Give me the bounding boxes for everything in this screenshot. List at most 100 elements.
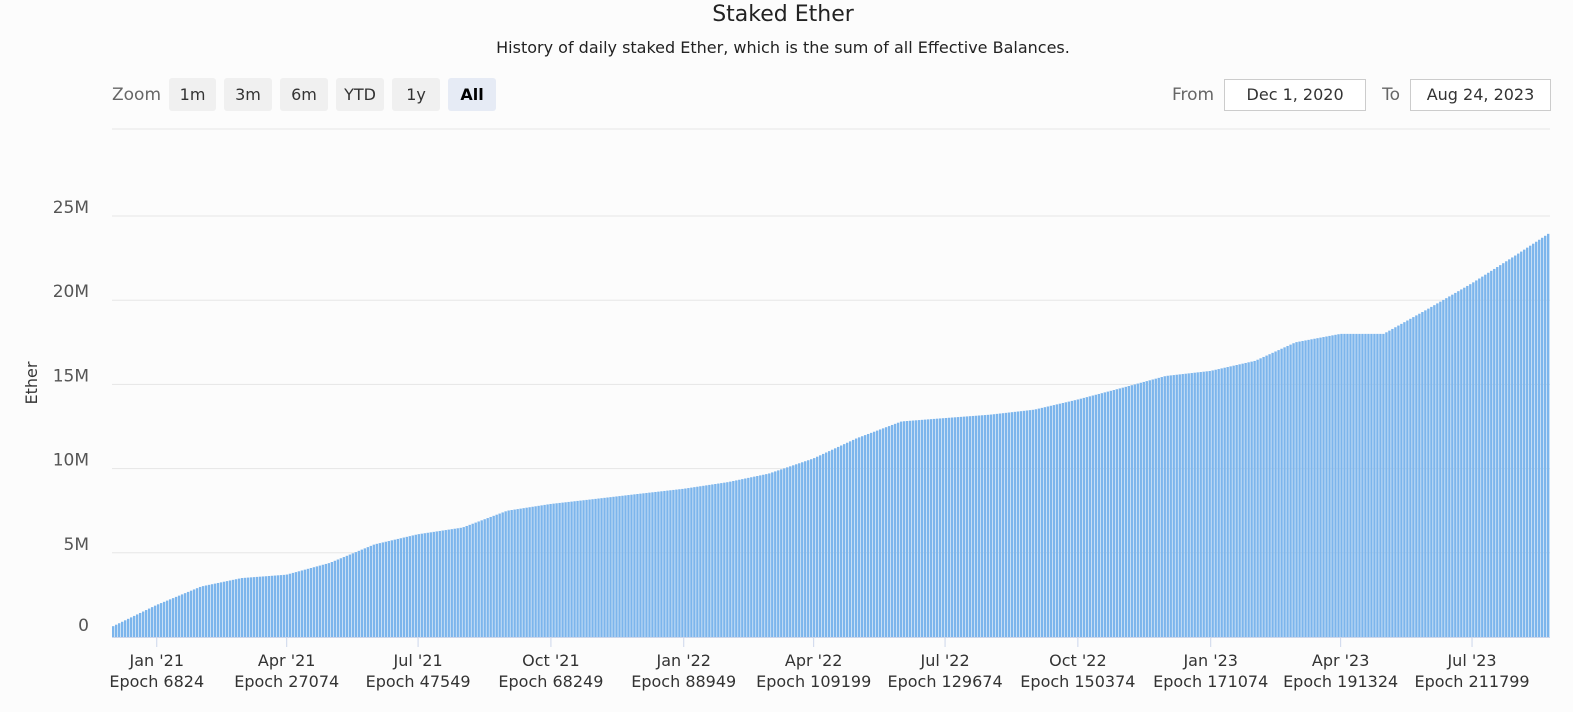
bar[interactable] — [750, 477, 753, 637]
bar[interactable] — [1346, 333, 1349, 637]
bar[interactable] — [732, 481, 735, 637]
bar[interactable] — [884, 427, 888, 637]
bar[interactable] — [447, 529, 450, 637]
bar[interactable] — [1130, 385, 1133, 637]
bar[interactable] — [1313, 338, 1316, 637]
bar[interactable] — [195, 588, 199, 637]
bar[interactable] — [654, 491, 657, 637]
bar[interactable] — [1541, 237, 1544, 637]
bar[interactable] — [1112, 390, 1116, 637]
bar[interactable] — [1073, 400, 1077, 637]
bar[interactable] — [486, 518, 489, 637]
bar[interactable] — [1547, 233, 1550, 637]
bar[interactable] — [348, 554, 352, 637]
bar[interactable] — [609, 497, 612, 637]
bar[interactable] — [1466, 285, 1469, 637]
bar[interactable] — [1094, 394, 1098, 637]
bar[interactable] — [860, 436, 864, 637]
from-date-input[interactable]: Dec 1, 2020 — [1224, 78, 1367, 111]
bar[interactable] — [237, 578, 241, 637]
bar[interactable] — [342, 557, 346, 637]
bar[interactable] — [1280, 348, 1283, 637]
bar[interactable] — [1289, 344, 1292, 637]
bar[interactable] — [576, 500, 579, 637]
bar[interactable] — [582, 500, 585, 637]
bar[interactable] — [279, 575, 283, 637]
bar[interactable] — [1052, 405, 1056, 637]
bar[interactable] — [1385, 332, 1388, 637]
bar[interactable] — [315, 566, 319, 637]
bar[interactable] — [1220, 368, 1223, 637]
bar[interactable] — [1457, 291, 1460, 637]
bar[interactable] — [720, 483, 723, 637]
bar[interactable] — [1484, 274, 1487, 637]
bar[interactable] — [765, 474, 768, 637]
bar[interactable] — [920, 419, 924, 637]
bar[interactable] — [1277, 350, 1280, 637]
bar[interactable] — [977, 415, 981, 638]
bar[interactable] — [1400, 323, 1403, 637]
bar[interactable] — [297, 571, 301, 637]
to-date-input[interactable]: Aug 24, 2023 — [1410, 78, 1551, 111]
bar[interactable] — [270, 575, 274, 637]
bar[interactable] — [489, 516, 492, 637]
bar[interactable] — [321, 564, 325, 637]
bar[interactable] — [992, 414, 996, 637]
bar[interactable] — [1328, 335, 1331, 637]
bar[interactable] — [702, 485, 705, 637]
bar[interactable] — [381, 542, 385, 637]
bar[interactable] — [405, 536, 408, 637]
bar[interactable] — [983, 415, 987, 637]
bar[interactable] — [1406, 320, 1409, 637]
bar[interactable] — [744, 478, 747, 638]
bar[interactable] — [1262, 356, 1265, 637]
bar[interactable] — [1355, 333, 1358, 637]
bar[interactable] — [1142, 381, 1145, 637]
bar[interactable] — [762, 474, 765, 637]
bar[interactable] — [417, 534, 420, 637]
bar[interactable] — [1076, 399, 1080, 637]
bar[interactable] — [1544, 235, 1547, 638]
bar[interactable] — [222, 581, 226, 637]
bar[interactable] — [1418, 313, 1421, 637]
bar[interactable] — [1514, 255, 1517, 637]
bar[interactable] — [1286, 345, 1289, 637]
bar[interactable] — [1082, 397, 1086, 637]
bar[interactable] — [1319, 337, 1322, 637]
bar[interactable] — [941, 418, 945, 637]
bar[interactable] — [177, 595, 181, 637]
bar[interactable] — [696, 486, 699, 637]
bar[interactable] — [1532, 243, 1535, 637]
bar[interactable] — [1436, 303, 1439, 637]
bar[interactable] — [192, 589, 196, 637]
bar[interactable] — [1103, 392, 1107, 637]
bar[interactable] — [1055, 404, 1059, 637]
bar[interactable] — [115, 624, 118, 637]
bar[interactable] — [1040, 407, 1044, 637]
bar[interactable] — [228, 580, 232, 637]
bar[interactable] — [1157, 377, 1160, 637]
bar[interactable] — [1238, 364, 1241, 637]
bar[interactable] — [252, 577, 256, 637]
bar[interactable] — [426, 532, 429, 637]
bar[interactable] — [1061, 402, 1065, 637]
bar[interactable] — [1259, 358, 1262, 637]
bar[interactable] — [1154, 378, 1157, 637]
bar[interactable] — [390, 540, 394, 637]
bar[interactable] — [854, 438, 858, 637]
bar[interactable] — [606, 497, 609, 638]
bar[interactable] — [198, 586, 202, 637]
bar[interactable] — [471, 523, 474, 637]
bar[interactable] — [1454, 292, 1457, 637]
bar[interactable] — [944, 417, 948, 637]
bar[interactable] — [495, 514, 498, 637]
bar[interactable] — [1190, 373, 1193, 637]
bar[interactable] — [666, 490, 669, 637]
bar[interactable] — [567, 501, 570, 637]
bar[interactable] — [768, 473, 771, 637]
bar[interactable] — [585, 499, 588, 637]
bar[interactable] — [345, 555, 349, 637]
bar[interactable] — [1535, 241, 1538, 638]
bar[interactable] — [1367, 333, 1370, 637]
bar[interactable] — [1460, 289, 1463, 637]
